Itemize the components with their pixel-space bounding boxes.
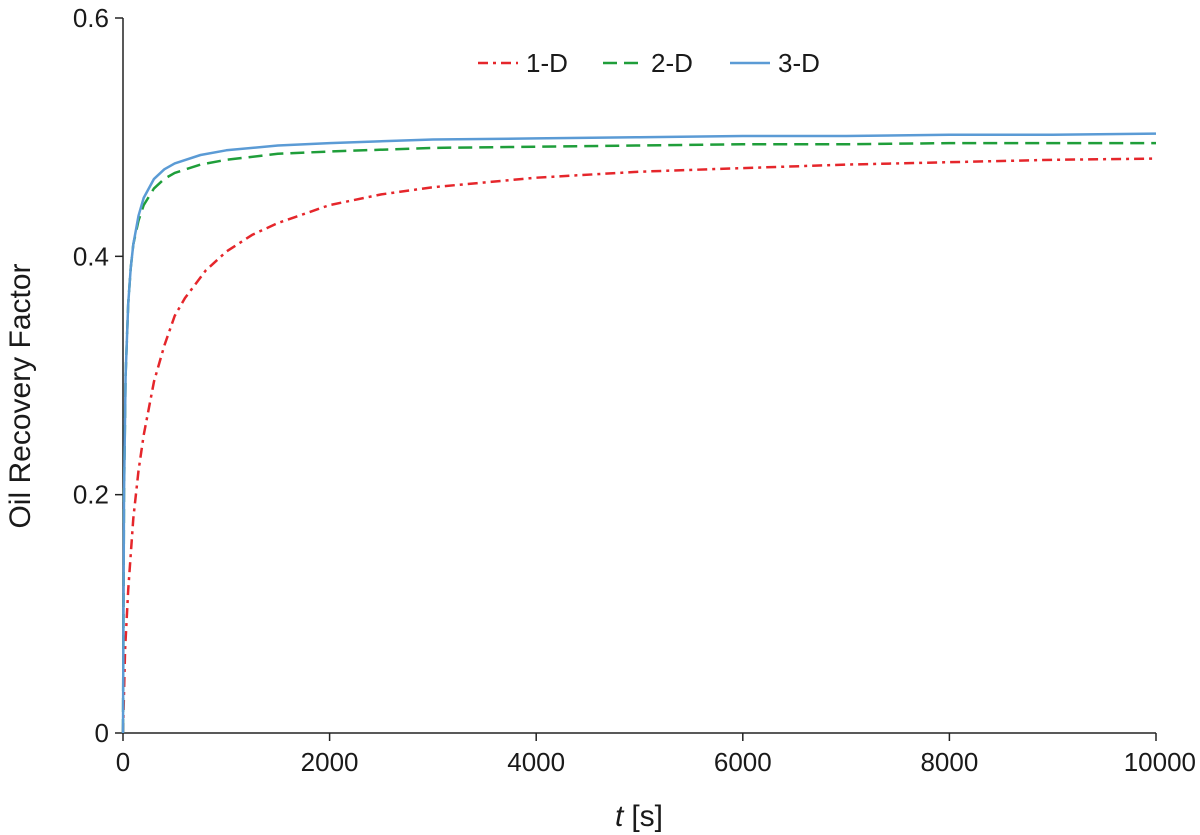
x-axis-title: t [s]: [615, 800, 663, 833]
x-tick-label: 0: [116, 747, 130, 777]
series-lines: [121, 132, 1157, 734]
series-line-2-D: [121, 141, 1156, 734]
series-line-1-D: [121, 157, 1157, 734]
y-axis-title: Oil Recovery Factor: [4, 263, 37, 528]
y-tick-label: 0.6: [73, 3, 109, 33]
x-axis-ticks: 0 2000 4000 6000 8000 10000: [116, 733, 1196, 777]
legend-label-3-D: 3-D: [778, 48, 820, 78]
x-tick-label: 2000: [301, 747, 359, 777]
y-tick-label: 0.4: [73, 241, 109, 271]
x-axis-title-variable: t: [615, 800, 625, 833]
x-tick-label: 6000: [714, 747, 772, 777]
x-tick-label: 4000: [507, 747, 565, 777]
legend-label-1-D: 1-D: [526, 48, 568, 78]
legend-label-2-D: 2-D: [651, 48, 693, 78]
x-tick-label: 8000: [920, 747, 978, 777]
x-axis-title-unit: [s]: [631, 800, 663, 833]
y-tick-label: 0.2: [73, 480, 109, 510]
y-axis-ticks: 0 0.2 0.4 0.6: [73, 3, 123, 748]
series-line-3-D: [121, 132, 1157, 734]
y-tick-label: 0: [95, 718, 109, 748]
legend: 1-D 2-D 3-D: [478, 48, 820, 78]
x-tick-label: 10000: [1124, 747, 1196, 777]
